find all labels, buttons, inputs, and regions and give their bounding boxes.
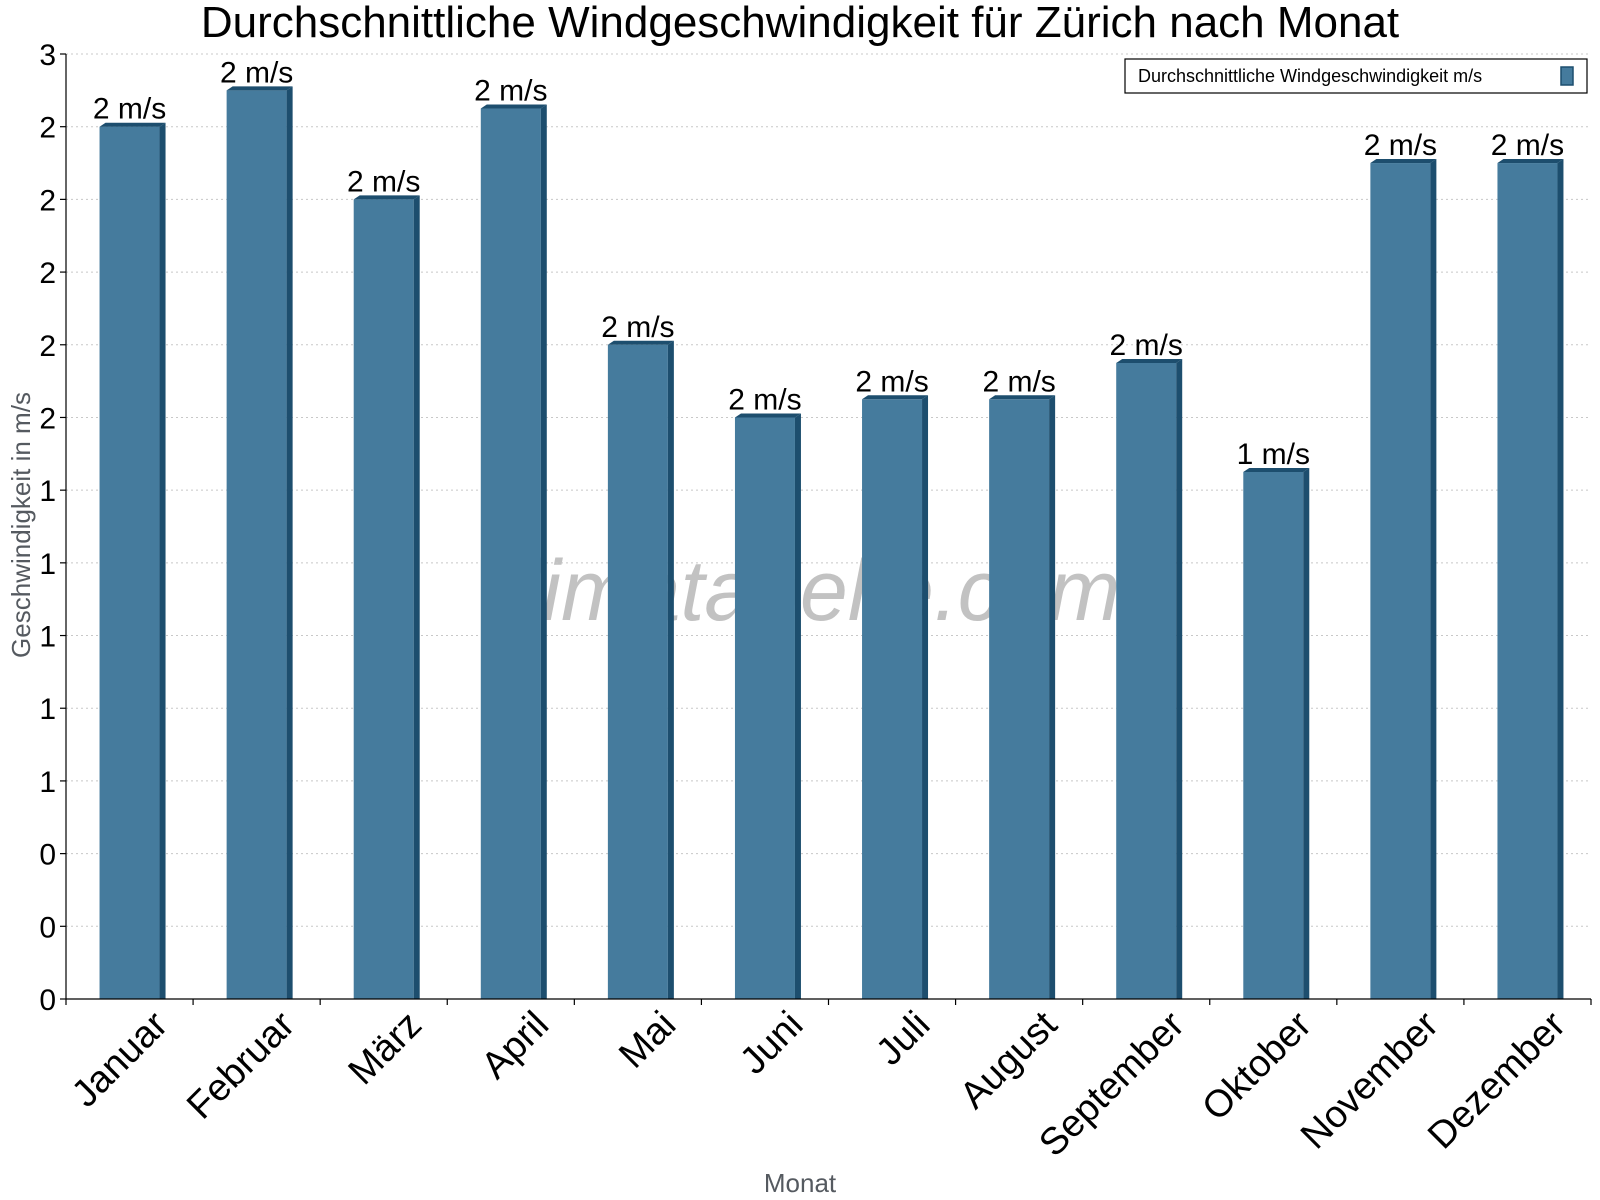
bar-top	[607, 340, 674, 345]
bar-top	[862, 395, 929, 400]
bar-value-label: 2 m/s	[220, 56, 293, 89]
bar-front	[862, 399, 923, 999]
bar-top	[353, 195, 420, 200]
y-tick-label: 3	[39, 39, 56, 72]
x-tick-label: Februar	[179, 1003, 303, 1127]
bar-value-label: 2 m/s	[855, 365, 928, 398]
bar-top	[1243, 467, 1310, 472]
bar-front	[353, 199, 414, 999]
y-tick-label: 1	[39, 766, 56, 799]
bar-value-label: 2 m/s	[601, 311, 674, 344]
bar-front	[480, 108, 541, 1000]
bar-oktober	[1243, 467, 1310, 999]
y-tick-label: 2	[39, 330, 56, 363]
bar-side	[1303, 467, 1310, 999]
y-tick-label: 2	[39, 112, 56, 145]
bar-front	[1243, 471, 1304, 999]
bar-value-label: 2 m/s	[728, 383, 801, 416]
bar-august	[989, 395, 1056, 999]
bar-top	[1370, 159, 1437, 164]
bar-side	[1049, 395, 1056, 999]
bar-value-label: 1 m/s	[1237, 438, 1310, 471]
y-axis-label: Geschwindigkeit in m/s	[6, 392, 36, 658]
bar-value-label: 2 m/s	[1491, 129, 1564, 162]
y-tick-label: 0	[39, 839, 56, 872]
bar-side	[922, 395, 929, 999]
x-tick-label: August	[952, 1003, 1066, 1117]
bar-value-label: 2 m/s	[1110, 329, 1183, 362]
bar-top	[226, 86, 293, 91]
legend-entry-label: Durchschnittliche Windgeschwindigkeit m/…	[1138, 66, 1482, 86]
grid	[66, 53, 1591, 927]
x-tick-label: Mai	[611, 1004, 684, 1077]
bar-front	[1497, 163, 1558, 1000]
y-tick-label: 1	[39, 693, 56, 726]
x-tick-label: Juli	[868, 1004, 938, 1074]
bar-top	[734, 413, 801, 418]
bar-juli	[862, 395, 929, 999]
bar-top	[480, 104, 547, 109]
bar-side	[1557, 159, 1564, 1000]
y-tick-label: 1	[39, 621, 56, 654]
bar-value-label: 2 m/s	[474, 75, 547, 108]
bar-dezember	[1497, 159, 1564, 1000]
y-tick-label: 2	[39, 402, 56, 435]
bar-value-label: 2 m/s	[93, 93, 166, 126]
bar-april	[480, 104, 547, 1000]
bar-september	[1116, 358, 1183, 999]
bar-front	[1116, 362, 1177, 999]
bar-front	[734, 417, 795, 999]
bar-mai	[607, 340, 674, 999]
bar-top	[1116, 358, 1183, 363]
bar-top	[989, 395, 1056, 400]
bar-labels: 2 m/s 2 m/s 2 m/s 2 m/s 2 m/s 2 m/s 2 m/s 2 m/s…	[93, 56, 1564, 471]
x-axis-label: Monat	[764, 1168, 837, 1198]
bar-top	[1497, 159, 1564, 164]
y-tick-label: 0	[39, 984, 56, 1017]
bar-januar	[99, 122, 166, 999]
bar-märz	[353, 195, 420, 999]
legend-swatch	[1560, 66, 1574, 86]
x-tick-label: November	[1293, 1003, 1447, 1157]
bar-top	[99, 122, 166, 127]
y-tick-label: 2	[39, 257, 56, 290]
bar-side	[413, 195, 420, 999]
bar-front	[1370, 163, 1431, 1000]
x-tick-label: März	[341, 1004, 430, 1093]
x-tick-label: Oktober	[1194, 1003, 1320, 1129]
bar-front	[989, 399, 1050, 999]
bar-front	[226, 90, 287, 1000]
legend: Durchschnittliche Windgeschwindigkeit m/…	[1124, 58, 1588, 94]
bar-juni	[734, 413, 801, 999]
bar-front	[607, 344, 668, 999]
y-tick-label: 1	[39, 475, 56, 508]
x-tick-label: Dezember	[1420, 1003, 1574, 1157]
bars	[99, 86, 1564, 1000]
chart-title: Durchschnittliche Windgeschwindigkeit fü…	[201, 0, 1399, 47]
y-tick-label: 1	[39, 548, 56, 581]
x-tick-label: Juni	[732, 1004, 811, 1083]
bar-side	[667, 340, 674, 999]
bar-value-label: 2 m/s	[347, 165, 420, 198]
bar-side	[540, 104, 547, 1000]
bar-front	[99, 126, 160, 999]
bar-februar	[226, 86, 293, 1000]
x-tick-label: April	[474, 1004, 557, 1087]
x-tick-label: Januar	[64, 1003, 176, 1115]
bar-november	[1370, 159, 1437, 1000]
bar-side	[159, 122, 166, 999]
bar-side	[794, 413, 801, 999]
legend-box	[1124, 58, 1588, 94]
bar-side	[286, 86, 293, 1000]
bar-side	[1430, 159, 1437, 1000]
y-tick-label: 0	[39, 911, 56, 944]
bar-value-label: 2 m/s	[1364, 129, 1437, 162]
bar-value-label: 2 m/s	[982, 365, 1055, 398]
y-tick-label: 2	[39, 184, 56, 217]
bar-side	[1176, 358, 1183, 999]
